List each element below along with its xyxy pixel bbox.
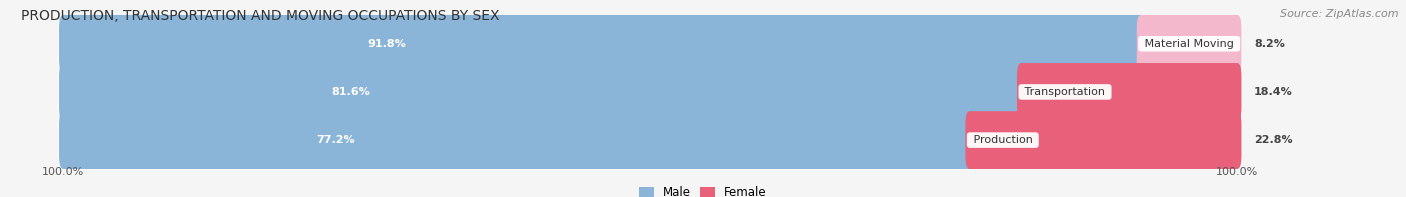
- Text: 100.0%: 100.0%: [1216, 167, 1258, 177]
- FancyBboxPatch shape: [59, 15, 1146, 73]
- Text: Transportation: Transportation: [1021, 87, 1109, 97]
- FancyBboxPatch shape: [59, 111, 974, 169]
- FancyBboxPatch shape: [59, 63, 1025, 121]
- Text: PRODUCTION, TRANSPORTATION AND MOVING OCCUPATIONS BY SEX: PRODUCTION, TRANSPORTATION AND MOVING OC…: [21, 9, 499, 23]
- FancyBboxPatch shape: [59, 111, 1241, 169]
- Text: 81.6%: 81.6%: [332, 87, 370, 97]
- FancyBboxPatch shape: [1017, 63, 1241, 121]
- Text: Source: ZipAtlas.com: Source: ZipAtlas.com: [1281, 9, 1399, 19]
- FancyBboxPatch shape: [1137, 15, 1241, 73]
- Text: 18.4%: 18.4%: [1254, 87, 1294, 97]
- Text: Material Moving: Material Moving: [1142, 39, 1237, 49]
- Text: 8.2%: 8.2%: [1254, 39, 1285, 49]
- Legend: Male, Female: Male, Female: [640, 186, 766, 197]
- Text: 77.2%: 77.2%: [316, 135, 354, 145]
- Text: 100.0%: 100.0%: [42, 167, 84, 177]
- FancyBboxPatch shape: [59, 15, 1241, 73]
- FancyBboxPatch shape: [59, 63, 1241, 121]
- Text: Production: Production: [970, 135, 1036, 145]
- Text: 22.8%: 22.8%: [1254, 135, 1292, 145]
- FancyBboxPatch shape: [966, 111, 1241, 169]
- Text: 91.8%: 91.8%: [367, 39, 406, 49]
